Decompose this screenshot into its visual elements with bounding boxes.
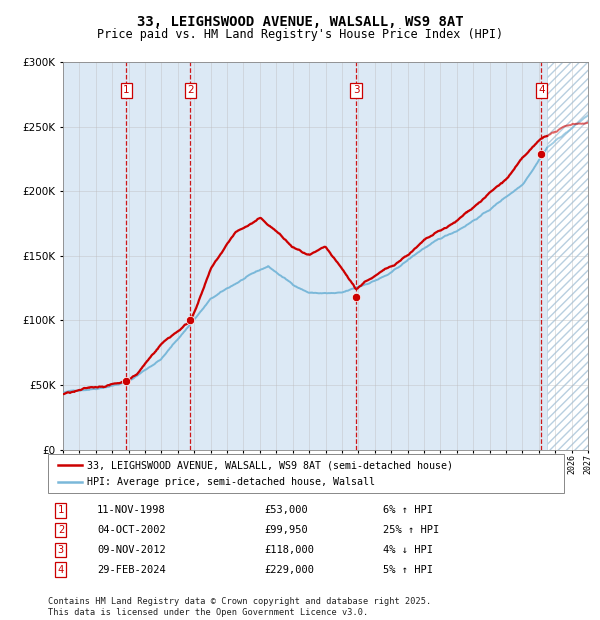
Text: 29-FEB-2024: 29-FEB-2024 <box>97 565 166 575</box>
Text: £229,000: £229,000 <box>265 565 315 575</box>
Text: Price paid vs. HM Land Registry's House Price Index (HPI): Price paid vs. HM Land Registry's House … <box>97 28 503 41</box>
Text: 1: 1 <box>123 86 130 95</box>
Text: 5% ↑ HPI: 5% ↑ HPI <box>383 565 433 575</box>
Text: 3: 3 <box>58 545 64 555</box>
Text: £118,000: £118,000 <box>265 545 315 555</box>
Text: £53,000: £53,000 <box>265 505 308 515</box>
Text: £99,950: £99,950 <box>265 525 308 535</box>
Text: 4: 4 <box>58 565 64 575</box>
Text: 33, LEIGHSWOOD AVENUE, WALSALL, WS9 8AT: 33, LEIGHSWOOD AVENUE, WALSALL, WS9 8AT <box>137 16 463 30</box>
Bar <box>547 62 588 450</box>
Text: 33, LEIGHSWOOD AVENUE, WALSALL, WS9 8AT (semi-detached house): 33, LEIGHSWOOD AVENUE, WALSALL, WS9 8AT … <box>86 460 453 470</box>
Text: 4% ↓ HPI: 4% ↓ HPI <box>383 545 433 555</box>
Text: 1: 1 <box>58 505 64 515</box>
Text: 25% ↑ HPI: 25% ↑ HPI <box>383 525 440 535</box>
Text: 2: 2 <box>58 525 64 535</box>
Text: 2: 2 <box>187 86 194 95</box>
Text: 4: 4 <box>538 86 545 95</box>
Text: 3: 3 <box>353 86 359 95</box>
Text: 09-NOV-2012: 09-NOV-2012 <box>97 545 166 555</box>
Text: 11-NOV-1998: 11-NOV-1998 <box>97 505 166 515</box>
Text: 6% ↑ HPI: 6% ↑ HPI <box>383 505 433 515</box>
Text: 04-OCT-2002: 04-OCT-2002 <box>97 525 166 535</box>
Text: Contains HM Land Registry data © Crown copyright and database right 2025.
This d: Contains HM Land Registry data © Crown c… <box>48 598 431 617</box>
Text: HPI: Average price, semi-detached house, Walsall: HPI: Average price, semi-detached house,… <box>86 477 374 487</box>
FancyBboxPatch shape <box>48 454 564 493</box>
